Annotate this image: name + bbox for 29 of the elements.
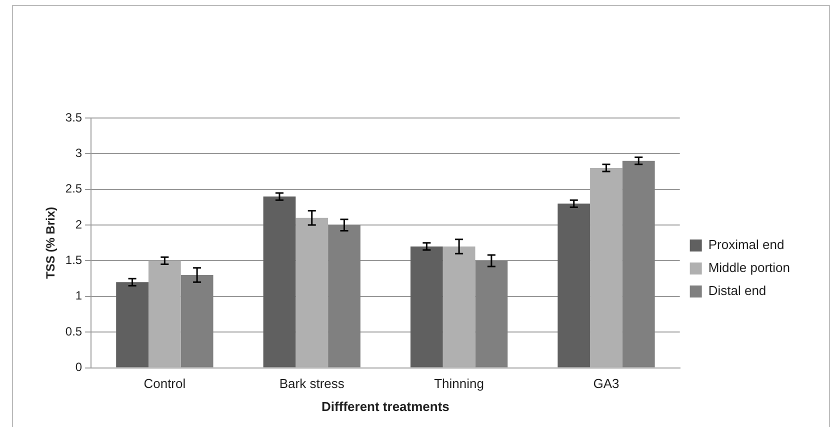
y-tick-label: 0.5	[65, 324, 82, 338]
y-tick-label: 0	[75, 360, 82, 374]
bar	[590, 168, 622, 368]
x-tick-label: GA3	[593, 376, 620, 392]
y-axis-title: TSS (% Brix)	[44, 206, 58, 279]
bar	[180, 275, 214, 368]
legend-label: Middle portion	[708, 260, 790, 276]
bar	[558, 204, 590, 368]
bar	[263, 196, 296, 368]
bar	[296, 218, 328, 368]
legend-label: Distal end	[708, 283, 766, 298]
x-tick-label: Thinning	[434, 376, 484, 392]
legend-label: Proximal end	[708, 237, 784, 252]
x-axis-title: Diffferent treatments	[322, 398, 450, 414]
y-tick-label: 2.5	[65, 182, 82, 196]
y-tick-label: 3	[75, 146, 82, 160]
bar	[116, 282, 148, 368]
bar	[328, 225, 360, 368]
x-tick-label: Control	[144, 376, 186, 392]
bar	[442, 246, 476, 368]
x-tick-label: Bark stress	[279, 376, 345, 392]
y-tick-label: 1	[75, 288, 82, 303]
bar	[148, 260, 181, 368]
bar	[622, 160, 655, 368]
bar	[410, 246, 443, 368]
y-tick-label: 1.5	[65, 253, 82, 268]
y-tick-label: 2	[75, 217, 82, 232]
bar	[475, 260, 508, 368]
y-tick-label: 3.5	[65, 110, 82, 124]
